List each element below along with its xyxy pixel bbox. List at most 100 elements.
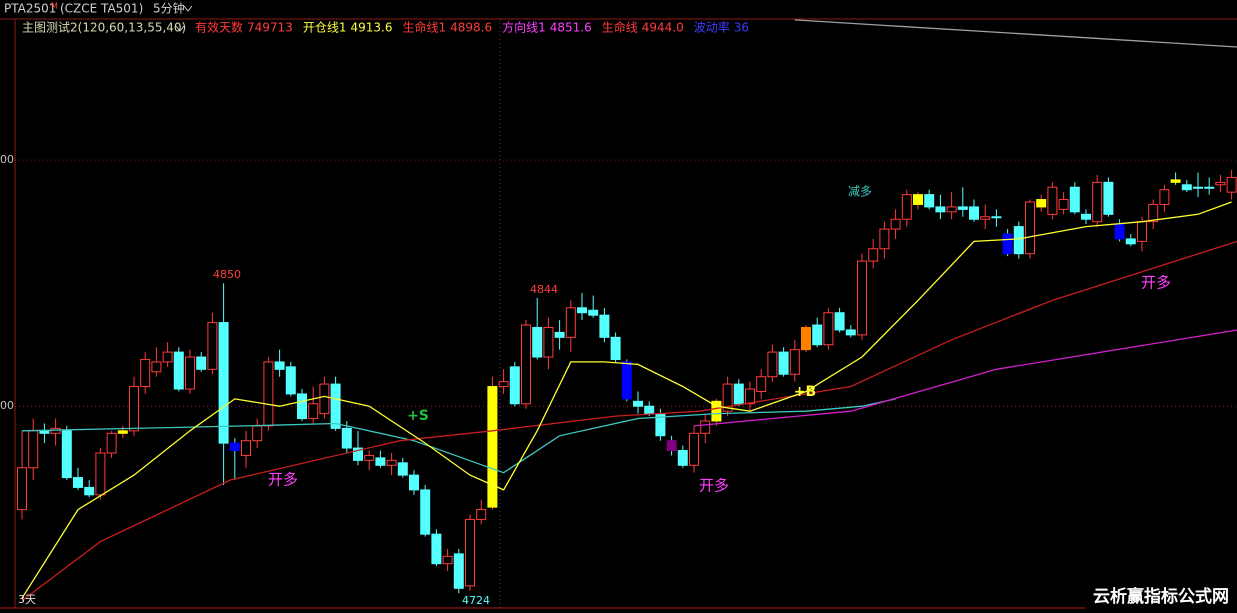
candle-body [666,440,677,452]
candle-body [465,518,475,587]
indicator-name: 主图测试2(120,60,13,55,40) [22,20,186,35]
candle-body [935,206,946,213]
candle-body [767,351,778,378]
indicator-label: 生命线1 [402,20,446,35]
indicator-label: 生命线 [602,20,638,35]
candle-body [801,326,811,351]
indicator-value: 4913.6 [350,21,392,35]
candle-body [1125,238,1136,245]
annotation: 3天 [18,593,36,606]
indicator-value: 4944.0 [642,21,684,35]
candle-body [319,383,330,415]
candle-body [17,467,27,511]
candle-body [1103,181,1114,215]
candle-body [95,452,106,496]
candle-body [151,361,162,373]
candle-body [487,386,498,508]
candle-body [868,248,879,262]
candle-body [1148,203,1159,223]
candle-body [980,216,991,220]
candle-body [521,324,531,405]
candle-body [969,206,979,220]
dropdown[interactable] [183,5,193,12]
annotation: 减多 [848,185,872,199]
candle-body [353,447,363,461]
candle-body [1081,213,1091,220]
candle-body [185,356,195,390]
candle-body [509,366,520,405]
candle-body [901,194,912,220]
annotation: +S [407,408,429,424]
candle-body [957,206,968,210]
period: 5分钟 [153,1,185,16]
candle-body [1058,199,1069,210]
indicator-line [21,201,1232,599]
candle-body [218,322,229,444]
y-tick-label: 4800 [0,399,14,412]
candle-body [890,218,901,230]
candle-body [913,194,923,205]
candle-body [644,405,655,415]
candle-body [845,329,856,336]
annotation: 开多 [699,477,729,495]
indicator-value: 36 [734,21,749,35]
annotation: 开多 [268,471,298,489]
annotation: 4724 [462,594,490,607]
exchange: (CZCE TA501) [60,2,143,16]
candle-body [834,312,845,331]
candle-body [1226,176,1237,193]
indicator-value: 749713 [247,21,293,35]
indicator-label: 有效天数 [195,20,243,35]
candle-body [229,442,240,452]
candle-body [677,450,688,466]
candle-body [1181,184,1192,191]
indicator-line [794,19,1237,48]
symbol-mark: M [51,2,58,11]
candle-body [73,477,83,488]
candle-body [285,366,296,395]
candle-body [991,216,1002,219]
candle-body [756,376,767,392]
candle-body [588,309,599,316]
annotation: 4844 [530,283,558,296]
candle-body [420,489,431,535]
candle-body [330,383,341,429]
watermark: 云析赢指标公式网 [1093,586,1229,607]
candle-body [207,322,218,370]
candle-body [1092,181,1103,223]
candle-body [409,474,419,491]
candle-body [453,553,464,589]
y-tick-label: 4900 [0,153,14,166]
candle-body [442,555,453,565]
candle-body [554,331,565,338]
candle-body [1047,186,1058,215]
candle-body [1025,201,1035,255]
symbol: PTA2501 [4,2,56,16]
indicator-line [693,329,1237,427]
candle-body [498,381,509,388]
candle-body [1013,226,1024,255]
candle-body [1114,223,1125,240]
candle-body [61,430,72,479]
candle-body [711,400,722,422]
candle-body [162,351,173,363]
candle-body [140,358,151,388]
candle-body [1002,233,1013,255]
candle-body [1193,186,1203,189]
annotation: +B [794,384,816,400]
candle-body [252,425,263,442]
candle-body [241,440,251,456]
candle-body [364,454,375,461]
annotation: 4850 [213,268,241,281]
candle-body [857,260,867,336]
candle-body [1215,181,1226,186]
candle-body [1159,189,1170,205]
candle-body [700,420,711,434]
dropdown[interactable] [175,25,185,32]
indicator-value: 4898.6 [450,21,492,35]
annotation: 开多 [1141,274,1171,292]
candle-body [778,351,789,375]
candle-body [386,459,397,466]
candle-body [722,383,733,412]
